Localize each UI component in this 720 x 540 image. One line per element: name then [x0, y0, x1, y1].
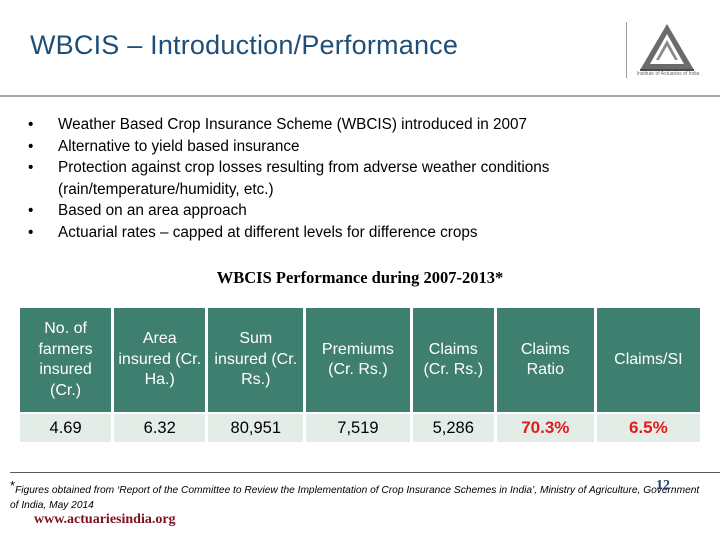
header-premiums: Premiums (Cr. Rs.): [306, 308, 410, 414]
footnote: *Figures obtained from ‘Report of the Co…: [10, 478, 710, 513]
table-title: WBCIS Performance during 2007-2013*: [216, 268, 504, 287]
footer-divider: [10, 472, 720, 473]
slide-title: WBCIS – Introduction/Performance: [30, 30, 459, 60]
cell-claims: 5,286: [412, 414, 494, 442]
bullet-text: Protection against crop losses resulting…: [58, 159, 550, 198]
page-number: 12: [656, 478, 670, 493]
bullet-marker: •: [28, 223, 34, 241]
header-claims-si: Claims/SI: [596, 308, 700, 414]
bullet-text: Actuarial rates – capped at different le…: [58, 223, 478, 241]
footnote-marker: *: [10, 478, 16, 493]
header-claims: Claims (Cr. Rs.): [412, 308, 494, 414]
logo-divider: [626, 22, 627, 78]
cell-premiums: 7,519: [306, 414, 410, 442]
bullet-marker: •: [28, 159, 34, 177]
header-claims-ratio: Claims Ratio: [496, 308, 594, 414]
bullet-list: • Weather Based Crop Insurance Scheme (WB…: [28, 114, 688, 244]
bullet-text: Based on an area approach: [58, 202, 247, 220]
logo-caption: Institute of Actuaries of India: [636, 71, 700, 77]
cell-farmers-insured: 4.69: [20, 414, 112, 442]
cell-claims-si: 6.5%: [596, 414, 700, 442]
bullet-item: • Actuarial rates – capped at different l…: [28, 222, 688, 244]
bullet-item: • Alternative to yield based insurance: [28, 136, 688, 158]
header-sum-insured: Sum insured (Cr. Rs.): [208, 308, 304, 414]
cell-claims-ratio: 70.3%: [496, 414, 594, 442]
title-divider: [0, 95, 720, 97]
header-farmers-insured: No. of farmers insured (Cr.): [20, 308, 112, 414]
table-header-row: No. of farmers insured (Cr.) Area insure…: [20, 308, 700, 414]
bullet-marker: •: [28, 202, 34, 220]
cell-sum-insured: 80,951: [208, 414, 304, 442]
institute-logo-icon: [640, 24, 694, 71]
bullet-marker: •: [28, 116, 34, 133]
bullet-item: • Protection against crop losses resultin…: [28, 157, 688, 200]
website-link[interactable]: www.actuariesindia.org: [34, 512, 176, 527]
header-area-insured: Area insured (Cr. Ha.): [114, 308, 206, 414]
bullet-item: • Weather Based Crop Insurance Scheme (WB…: [28, 114, 688, 136]
cell-area-insured: 6.32: [114, 414, 206, 442]
table-row: 4.69 6.32 80,951 7,519 5,286 70.3% 6.5%: [20, 414, 700, 442]
performance-table: No. of farmers insured (Cr.) Area insure…: [17, 308, 703, 442]
bullet-item: • Based on an area approach: [28, 200, 688, 222]
bullet-text: Alternative to yield based insurance: [58, 137, 300, 155]
footnote-text: Figures obtained from ‘Report of the Com…: [10, 485, 700, 511]
bullet-marker: •: [28, 137, 34, 155]
bullet-text: Weather Based Crop Insurance Scheme (WBC…: [58, 116, 528, 133]
